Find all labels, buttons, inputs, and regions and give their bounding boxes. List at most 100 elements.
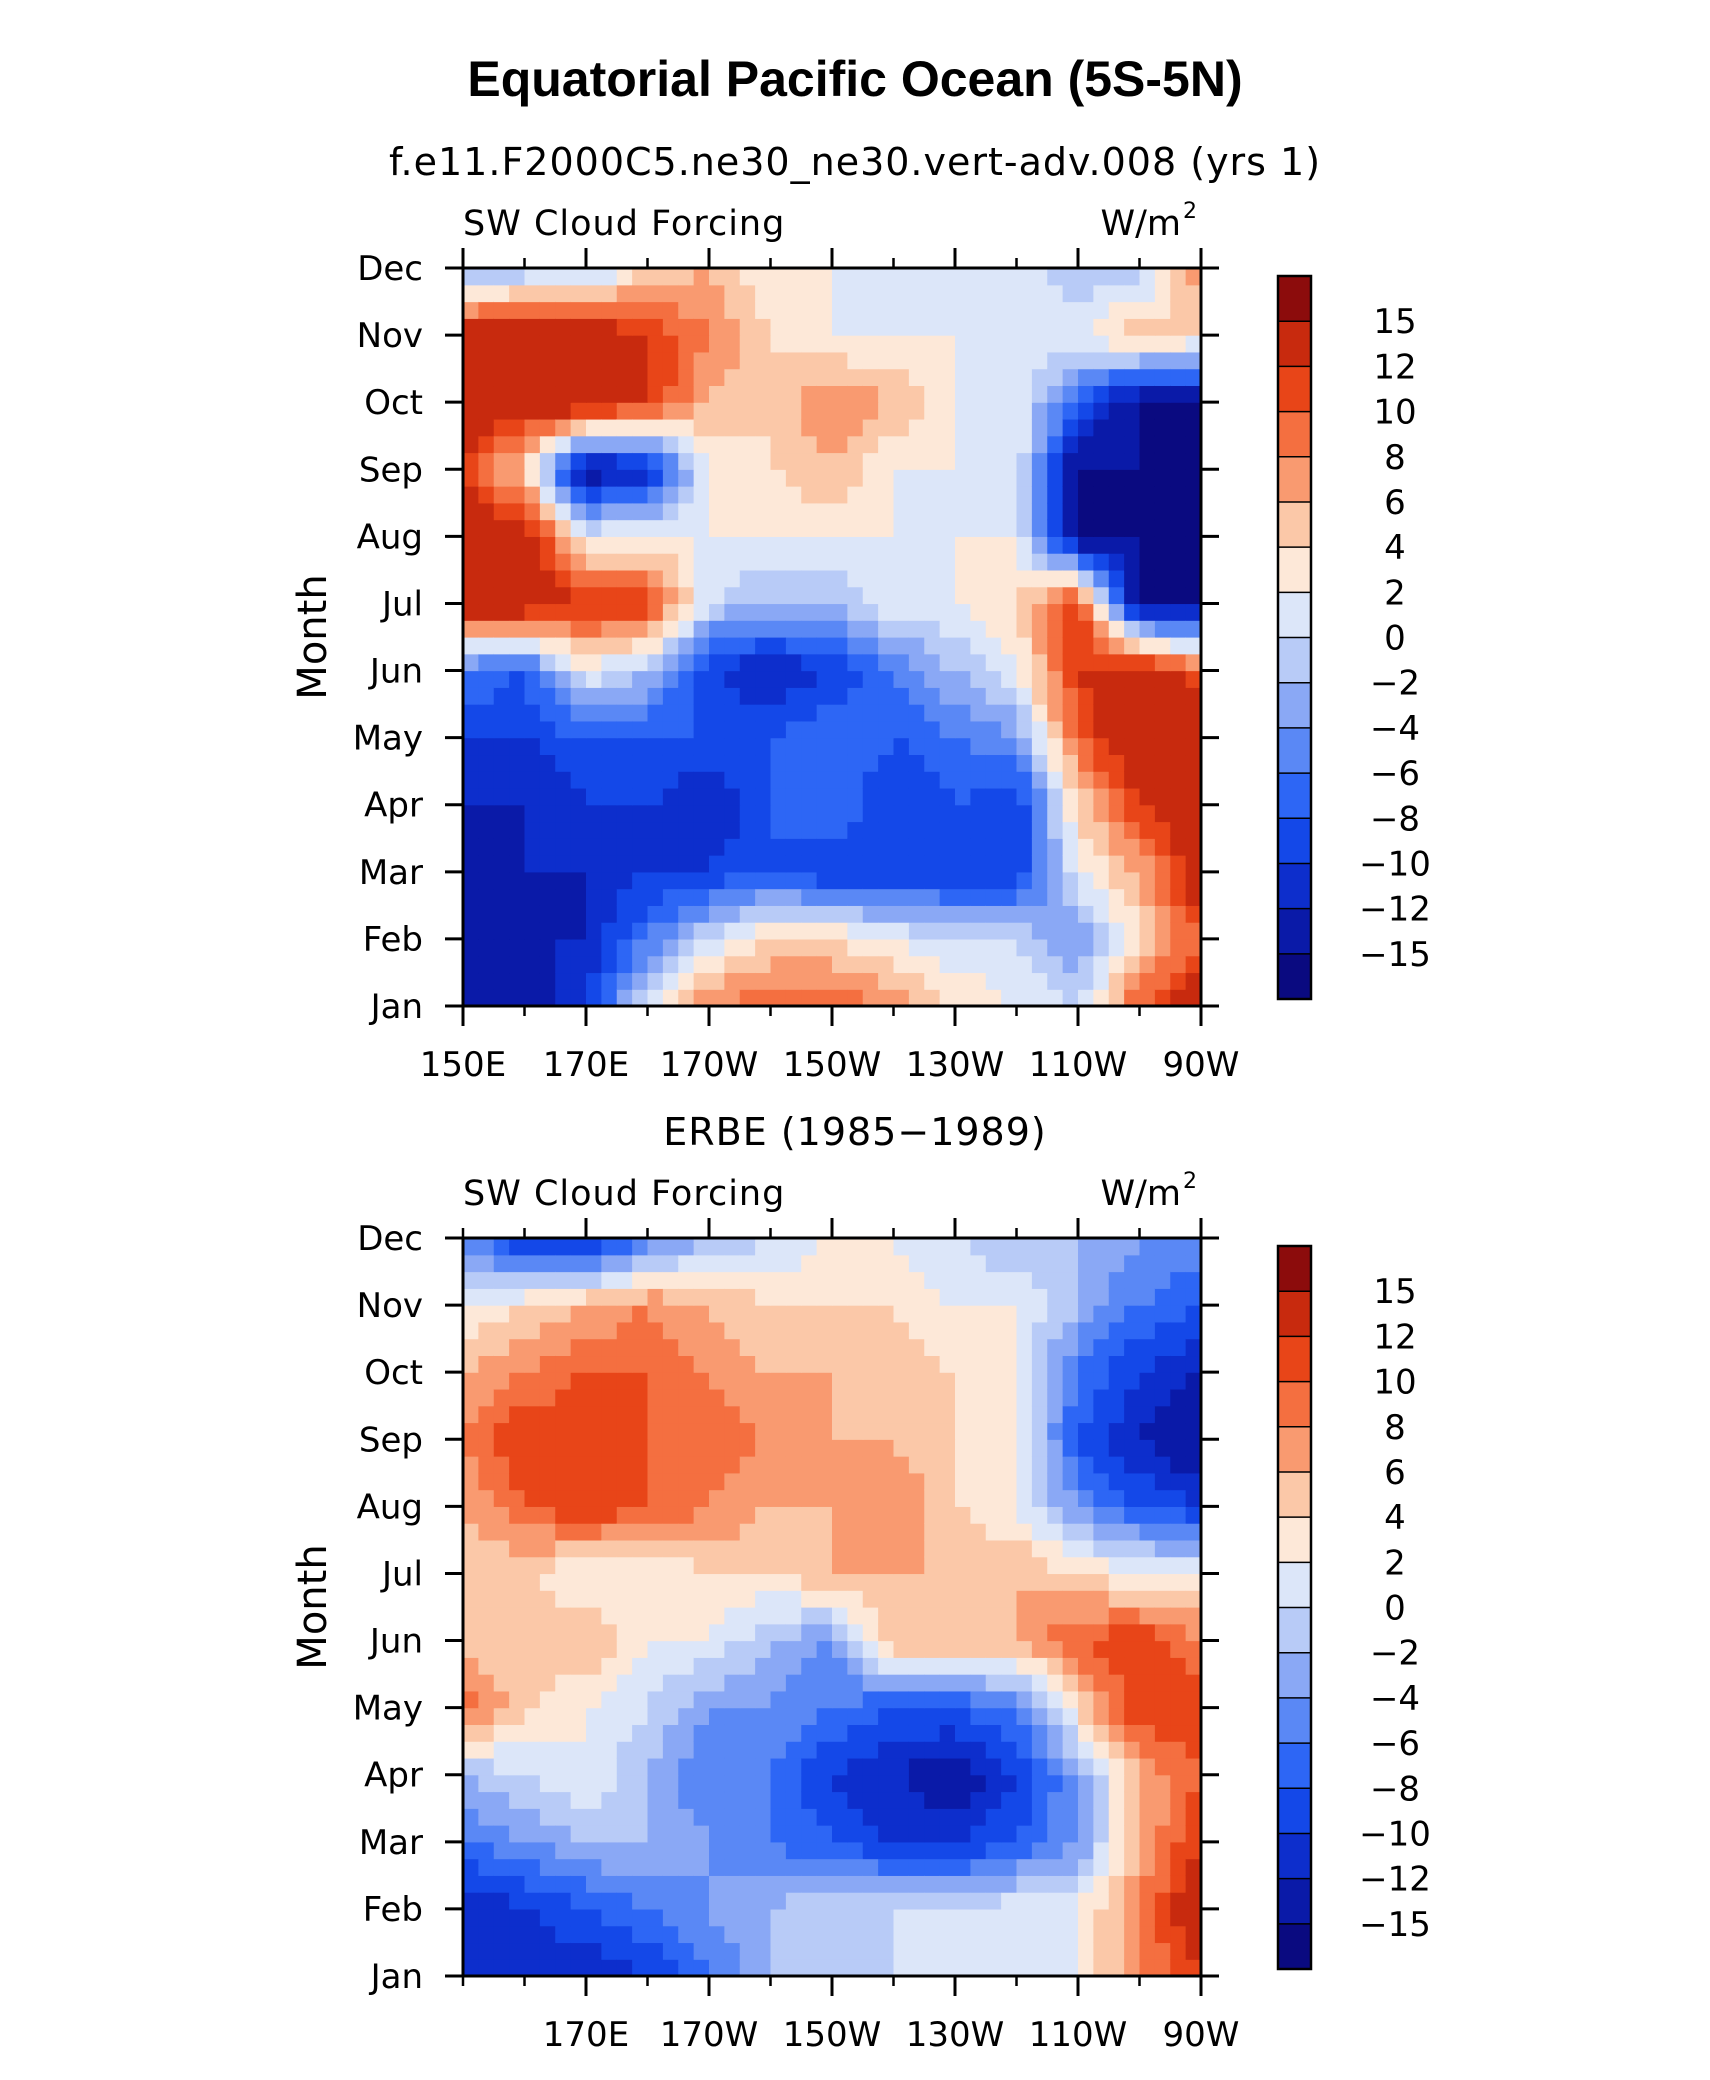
heatmap-cell bbox=[509, 1489, 526, 1507]
heatmap-cell bbox=[524, 1825, 541, 1843]
heatmap-cell bbox=[509, 469, 526, 487]
heatmap-cell bbox=[647, 905, 664, 923]
colorbar-label: −10 bbox=[1359, 1814, 1431, 1854]
heatmap-cell bbox=[1078, 787, 1094, 806]
heatmap-cell bbox=[616, 1858, 633, 1876]
heatmap-cell bbox=[570, 586, 587, 605]
heatmap-cell bbox=[1170, 469, 1187, 487]
heatmap-cell bbox=[1108, 1305, 1125, 1323]
colorbar-label: −2 bbox=[1370, 1634, 1420, 1674]
heatmap-cell bbox=[1170, 1908, 1187, 1927]
heatmap-cell bbox=[970, 402, 987, 420]
heatmap-cell bbox=[478, 1690, 495, 1709]
heatmap-cell bbox=[601, 955, 618, 974]
heatmap-cell bbox=[601, 989, 618, 1007]
heatmap-cell bbox=[847, 1707, 864, 1726]
heatmap-cell bbox=[739, 1925, 756, 1944]
heatmap-cell bbox=[1016, 502, 1033, 521]
heatmap-cell bbox=[1093, 519, 1110, 537]
heatmap-cell bbox=[847, 586, 864, 605]
heatmap-cell bbox=[647, 737, 664, 756]
heatmap-cell bbox=[632, 1959, 649, 1977]
heatmap-cell bbox=[493, 1388, 510, 1407]
heatmap-cell bbox=[493, 704, 510, 722]
heatmap-cell bbox=[1139, 1875, 1156, 1893]
heatmap-cell bbox=[939, 1640, 956, 1658]
heatmap-cell bbox=[678, 1506, 695, 1524]
heatmap-cell bbox=[478, 938, 495, 957]
heatmap-cell bbox=[801, 469, 818, 487]
heatmap-cell bbox=[893, 972, 910, 990]
heatmap-cell bbox=[570, 989, 587, 1007]
heatmap-cell bbox=[801, 1657, 818, 1675]
heatmap-cell bbox=[509, 452, 526, 470]
heatmap-cell bbox=[739, 385, 756, 403]
colorbar-label: −12 bbox=[1359, 1860, 1431, 1900]
heatmap-cell bbox=[1170, 1439, 1187, 1457]
heatmap-cell bbox=[985, 1590, 1002, 1608]
heatmap-cell bbox=[1062, 301, 1079, 319]
heatmap-cell bbox=[586, 1422, 602, 1440]
heatmap-cell bbox=[555, 519, 572, 537]
heatmap-cell bbox=[601, 1288, 618, 1306]
heatmap-cell bbox=[832, 536, 848, 554]
heatmap-cell bbox=[1016, 972, 1033, 990]
heatmap-cell bbox=[878, 1875, 895, 1893]
heatmap-cell bbox=[1031, 1489, 1048, 1507]
heatmap-cell bbox=[1016, 1690, 1033, 1709]
heatmap-cell bbox=[1170, 1858, 1187, 1876]
heatmap-cell bbox=[632, 1640, 649, 1658]
heatmap-cell bbox=[678, 1942, 695, 1960]
heatmap-cell bbox=[908, 1791, 925, 1809]
heatmap-cell bbox=[509, 754, 526, 772]
heatmap-cell bbox=[463, 905, 479, 923]
heatmap-cell bbox=[493, 502, 510, 521]
heatmap-cell bbox=[678, 502, 695, 521]
heatmap-cell bbox=[739, 1472, 756, 1491]
heatmap-cell bbox=[1108, 804, 1125, 823]
heatmap-cell bbox=[1031, 754, 1048, 772]
heatmap-cell bbox=[755, 1674, 772, 1692]
heatmap-cell bbox=[862, 536, 879, 554]
heatmap-cell bbox=[801, 653, 818, 672]
heatmap-cell bbox=[955, 1657, 971, 1675]
heatmap-cell bbox=[601, 1338, 618, 1357]
heatmap-cell bbox=[955, 519, 971, 537]
heatmap-cell bbox=[816, 1674, 833, 1692]
heatmap-cell bbox=[832, 1875, 848, 1893]
heatmap-cell bbox=[801, 1774, 818, 1793]
heatmap-cell bbox=[862, 1271, 879, 1289]
colorbar-swatch bbox=[1278, 863, 1311, 910]
heatmap-cell bbox=[1124, 1590, 1141, 1608]
heatmap-cell bbox=[785, 1674, 802, 1692]
heatmap-cell bbox=[970, 871, 987, 890]
heatmap-cell bbox=[878, 754, 895, 772]
heatmap-cell bbox=[555, 1288, 572, 1306]
heatmap-cell bbox=[970, 1556, 987, 1575]
heatmap-cell bbox=[1170, 318, 1187, 336]
heatmap-cell bbox=[478, 553, 495, 571]
heatmap-cell bbox=[493, 1590, 510, 1608]
heatmap-cell bbox=[1078, 754, 1094, 772]
heatmap-cell bbox=[1154, 502, 1171, 521]
heatmap-cell bbox=[1016, 1942, 1033, 1960]
heatmap-cell bbox=[570, 1439, 587, 1457]
heatmap-cell bbox=[1062, 284, 1079, 303]
heatmap-cell bbox=[647, 855, 664, 873]
heatmap-cell bbox=[662, 469, 679, 487]
heatmap-cell bbox=[924, 670, 941, 688]
heatmap-cell bbox=[616, 1388, 633, 1407]
heatmap-cell bbox=[570, 1640, 587, 1658]
heatmap-cell bbox=[1001, 1892, 1018, 1910]
heatmap-cell bbox=[493, 1573, 510, 1591]
y-tick-label: Apr bbox=[364, 1756, 423, 1796]
heatmap-cell bbox=[955, 268, 971, 286]
heatmap-cell bbox=[693, 1959, 710, 1977]
heatmap-cell bbox=[1124, 821, 1141, 839]
heatmap-cell bbox=[509, 938, 526, 957]
heatmap-cell bbox=[924, 972, 941, 990]
heatmap-cell bbox=[1108, 536, 1125, 554]
heatmap-cell bbox=[1154, 1892, 1171, 1910]
heatmap-cell bbox=[893, 888, 910, 906]
